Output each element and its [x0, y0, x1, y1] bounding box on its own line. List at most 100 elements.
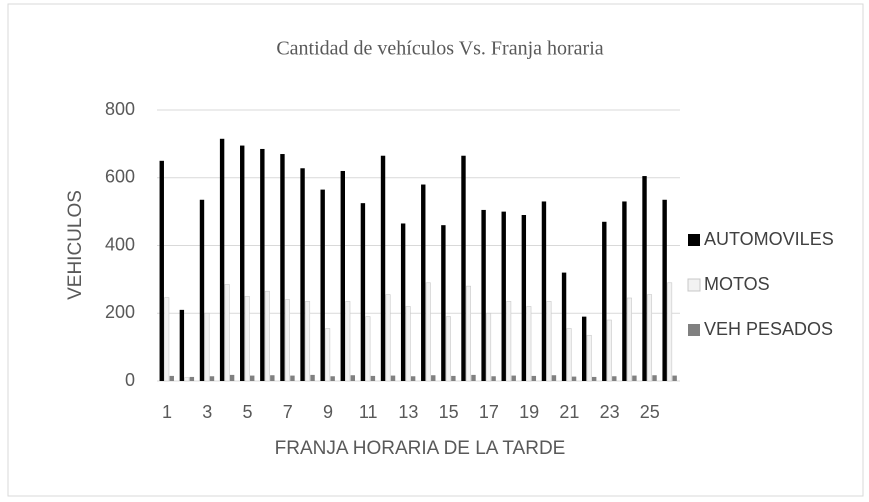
bar	[606, 319, 612, 382]
bar	[501, 211, 506, 381]
legend-swatch	[687, 278, 701, 292]
y-tick-label: 800	[105, 99, 135, 119]
bar	[571, 376, 577, 381]
x-tick-label: 13	[398, 402, 418, 422]
bar	[330, 376, 335, 381]
bar	[672, 375, 677, 381]
bar	[421, 184, 426, 381]
bar	[310, 374, 315, 381]
y-tick-label: 600	[105, 167, 135, 187]
bar	[345, 301, 351, 382]
chart-title: Cantidad de vehículos Vs. Franja horaria	[276, 38, 603, 60]
bar	[632, 375, 637, 381]
bar	[626, 297, 632, 382]
bar	[179, 309, 185, 381]
x-tick-label: 7	[283, 402, 293, 422]
bar	[667, 282, 673, 382]
bar	[385, 294, 391, 382]
bar	[224, 284, 230, 382]
bar	[622, 201, 627, 381]
bar	[481, 209, 486, 381]
bar	[219, 138, 225, 381]
bar	[390, 375, 396, 381]
y-axis-title: VEHICULOS	[65, 190, 86, 300]
bar	[380, 155, 386, 381]
bar	[506, 301, 512, 382]
bar	[531, 375, 537, 381]
bar	[280, 154, 285, 381]
bar	[586, 334, 592, 382]
bar	[652, 375, 657, 381]
bar	[425, 282, 431, 382]
bar	[441, 225, 446, 381]
bar	[350, 375, 355, 381]
bar	[169, 375, 174, 381]
legend-swatch	[688, 234, 700, 246]
legend-label: AUTOMOVILES	[704, 229, 834, 249]
bar	[250, 375, 255, 381]
bar	[410, 376, 416, 381]
bar	[244, 296, 250, 382]
bar	[164, 297, 170, 382]
bar	[159, 160, 164, 381]
bar	[260, 148, 265, 381]
x-tick-label: 11	[359, 402, 378, 422]
bar	[551, 375, 557, 381]
bar	[486, 312, 492, 382]
bar	[642, 176, 647, 381]
bar	[240, 145, 245, 381]
bar	[602, 221, 607, 381]
x-tick-label: 1	[162, 402, 172, 422]
bar	[370, 375, 376, 381]
x-tick-label: 21	[559, 402, 579, 422]
chart-border	[7, 3, 864, 497]
bar	[209, 376, 215, 381]
x-tick-label: 19	[519, 402, 539, 422]
bar	[264, 290, 270, 382]
bar	[541, 201, 547, 381]
bar	[360, 203, 366, 381]
bar	[591, 376, 597, 381]
y-tick-label: 400	[105, 234, 135, 254]
bar	[647, 294, 653, 382]
bar	[662, 199, 667, 381]
bar	[511, 375, 516, 381]
legend-label: MOTOS	[704, 274, 770, 294]
bar	[491, 376, 496, 381]
bar	[521, 215, 527, 381]
bar	[325, 328, 331, 382]
bar	[340, 170, 345, 381]
bar	[561, 272, 567, 381]
x-tick-label: 15	[439, 402, 459, 422]
bar	[204, 312, 210, 382]
bar	[199, 199, 205, 381]
bar	[229, 374, 235, 381]
y-tick-label: 0	[125, 370, 135, 390]
bar	[400, 223, 406, 381]
x-tick-label: 23	[600, 402, 620, 422]
bar	[184, 377, 190, 382]
bar	[431, 375, 436, 381]
x-tick-label: 3	[202, 402, 212, 422]
x-tick-label: 17	[479, 402, 499, 422]
legend-label: VEH PESADOS	[704, 319, 833, 339]
bar	[189, 376, 195, 381]
bar	[300, 168, 305, 381]
bar	[461, 155, 466, 381]
bar	[445, 316, 451, 382]
y-tick-label: 200	[105, 302, 135, 322]
bar	[581, 316, 587, 381]
bar	[405, 306, 411, 382]
bar	[471, 374, 476, 381]
legend-swatch	[688, 324, 700, 336]
bar	[566, 328, 572, 382]
bar	[365, 316, 371, 382]
x-tick-label: 9	[323, 402, 333, 422]
bar	[320, 189, 325, 381]
bar	[270, 375, 275, 381]
x-tick-label: 25	[640, 402, 660, 422]
bar	[290, 375, 295, 381]
x-axis-title: FRANJA HORARIA DE LA TARDE	[275, 438, 566, 459]
bar	[526, 306, 532, 382]
